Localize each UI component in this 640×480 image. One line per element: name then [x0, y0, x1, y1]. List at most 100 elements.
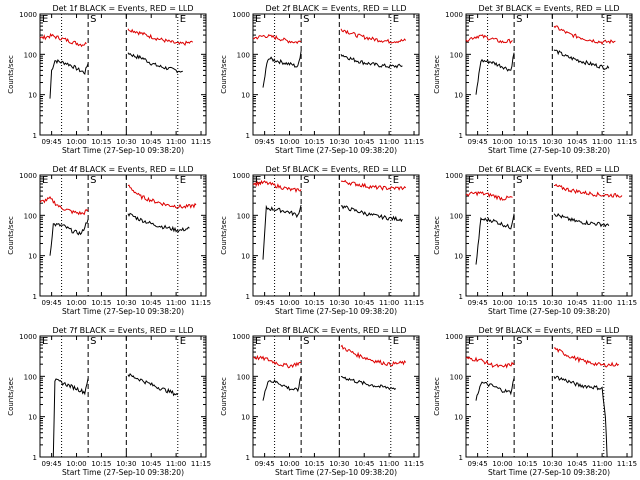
panel-title: Det 3f BLACK = Events, RED = LLD [478, 4, 619, 13]
lld-series-line [553, 25, 616, 45]
x-axis-label: Start Time (27-Sep-10 09:38:20) [488, 468, 610, 477]
events-series-line [553, 213, 610, 228]
x-tick-label: 09:45 [468, 138, 488, 146]
y-axis-label: Counts/sec [220, 216, 228, 255]
y-tick-label: 1 [246, 293, 250, 301]
y-tick-label: 1000 [445, 11, 463, 19]
x-tick-label: 10:30 [116, 299, 136, 307]
x-axis-label: Start Time (27-Sep-10 09:38:20) [488, 307, 610, 316]
events-series-line [127, 52, 183, 74]
x-tick-label: 11:00 [166, 299, 186, 307]
events-series-line [262, 376, 302, 401]
marker-label: S [303, 14, 309, 25]
x-tick-label: 10:45 [141, 299, 161, 307]
x-tick-label: 09:45 [468, 299, 488, 307]
plot-frame [465, 335, 633, 458]
x-tick-label: 10:45 [567, 460, 587, 468]
x-tick-label: 10:15 [517, 138, 537, 146]
lld-series-line [39, 195, 89, 216]
y-tick-label: 100 [24, 212, 37, 220]
panel-title: Det 5f BLACK = Events, RED = LLD [265, 165, 406, 174]
marker-label: E [606, 336, 612, 347]
y-tick-label: 1000 [445, 333, 463, 341]
x-tick-label: 09:45 [42, 460, 62, 468]
y-tick-label: 10 [241, 253, 250, 261]
y-tick-label: 1000 [19, 11, 37, 19]
x-tick-label: 11:15 [191, 138, 211, 146]
x-tick-label: 09:45 [42, 138, 62, 146]
x-tick-label: 10:15 [517, 299, 537, 307]
y-tick-label: 100 [24, 51, 37, 59]
x-tick-label: 10:30 [329, 299, 349, 307]
y-tick-label: 1 [33, 293, 37, 301]
y-axis-label: Counts/sec [220, 377, 228, 416]
y-tick-label: 1 [33, 132, 37, 140]
lld-series-line [340, 179, 407, 191]
y-tick-label: 1 [459, 132, 463, 140]
events-series-line [475, 378, 515, 401]
x-axis-label: Start Time (27-Sep-10 09:38:20) [62, 146, 184, 155]
marker-label: E [255, 336, 261, 347]
y-tick-label: 10 [28, 253, 37, 261]
x-tick-label: 10:15 [304, 460, 324, 468]
panel-title: Det 4f BLACK = Events, RED = LLD [52, 165, 193, 174]
lld-series-line [340, 28, 407, 44]
x-tick-label: 10:30 [116, 460, 136, 468]
x-tick-label: 11:15 [617, 460, 637, 468]
marker-label: S [516, 14, 522, 25]
x-tick-label: 11:15 [404, 299, 424, 307]
plot-frame [252, 174, 420, 297]
x-tick-label: 10:15 [304, 138, 324, 146]
x-tick-label: 11:00 [592, 138, 612, 146]
x-tick-label: 10:00 [66, 138, 86, 146]
marker-label: E [393, 175, 399, 186]
marker-label: E [255, 14, 261, 25]
marker-label: E [606, 175, 612, 186]
lld-series-line [127, 184, 197, 209]
y-tick-label: 1000 [445, 172, 463, 180]
y-tick-label: 1 [246, 132, 250, 140]
x-tick-label: 10:15 [304, 299, 324, 307]
marker-label: S [90, 175, 96, 186]
y-tick-label: 10 [28, 414, 37, 422]
events-series-line [340, 54, 403, 69]
x-tick-label: 11:15 [191, 299, 211, 307]
marker-label: E [468, 336, 474, 347]
marker-label: S [90, 14, 96, 25]
marker-label: E [180, 175, 186, 186]
plot-frame [39, 174, 207, 297]
panel-title: Det 9f BLACK = Events, RED = LLD [478, 326, 619, 335]
events-series-line [553, 49, 610, 70]
plot-frame [252, 13, 420, 136]
lld-series-line [466, 191, 513, 202]
x-tick-label: 10:30 [542, 299, 562, 307]
y-axis-label: Counts/sec [7, 377, 15, 416]
x-tick-label: 11:15 [617, 299, 637, 307]
x-tick-label: 10:30 [542, 138, 562, 146]
x-tick-label: 09:45 [255, 460, 275, 468]
events-series-line [475, 52, 515, 95]
x-tick-label: 09:45 [255, 138, 275, 146]
y-axis-label: Counts/sec [433, 377, 441, 416]
marker-label: E [606, 14, 612, 25]
y-axis-label: Counts/sec [7, 216, 15, 255]
events-series-line [262, 51, 302, 88]
y-tick-label: 1000 [232, 333, 250, 341]
x-tick-label: 11:00 [379, 460, 399, 468]
marker-label: E [180, 14, 186, 25]
x-axis-label: Start Time (27-Sep-10 09:38:20) [488, 146, 610, 155]
y-tick-label: 100 [237, 51, 250, 59]
x-tick-label: 11:00 [592, 299, 612, 307]
plot-frame [252, 335, 420, 458]
marker-label: E [393, 14, 399, 25]
x-tick-label: 10:15 [91, 138, 111, 146]
plot-frame [39, 335, 207, 458]
x-tick-label: 11:15 [404, 460, 424, 468]
x-tick-label: 10:45 [567, 299, 587, 307]
x-tick-label: 10:00 [279, 299, 299, 307]
